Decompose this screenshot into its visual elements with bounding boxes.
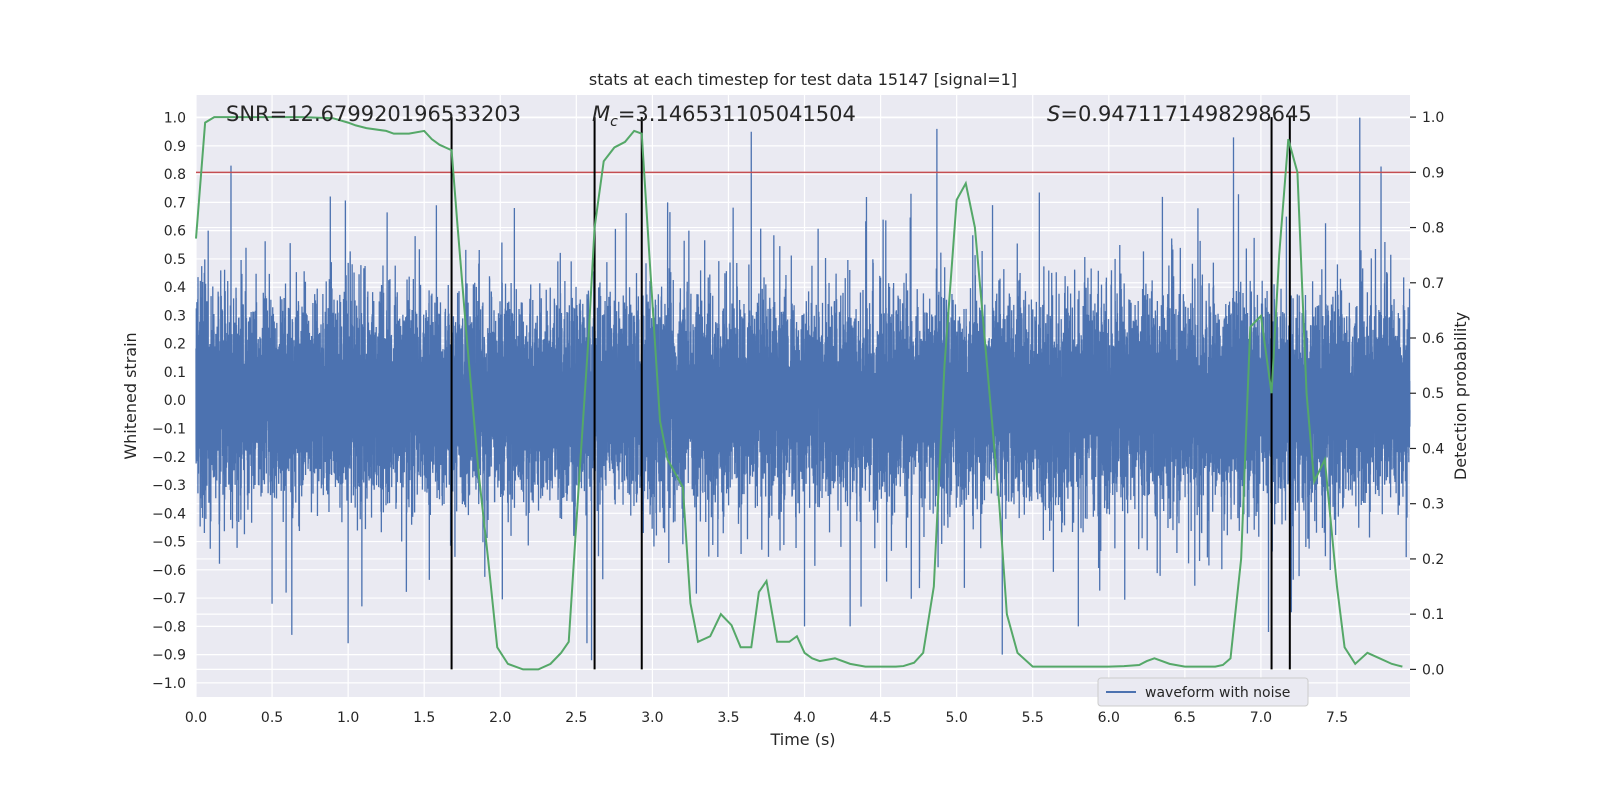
right-axis: 1.0 0.9 0.8 0.7 0.6 0.5 0.4 0.3 0.2 0.1 0.0 [1410,110,1444,678]
right-tick-label: 0.5 [1422,386,1444,402]
left-tick-label: 0.2 [164,337,186,353]
left-tick-label: −0.6 [152,563,186,579]
right-tick-label: 0.3 [1422,497,1444,513]
left-tick-label: −0.8 [152,619,186,635]
left-tick-label: −0.5 [152,535,186,551]
x-axis: 0.0 0.5 1.0 1.5 2.0 2.5 3.0 3.5 4.0 4.5 5.0 5.5 6.0 6… [185,710,1348,726]
x-axis-label: Time (s) [769,730,835,749]
left-tick-label: 0.8 [164,167,186,183]
x-tick-label: 3.5 [717,710,739,726]
right-tick-label: 0.7 [1422,276,1444,292]
s-annotation: S=0.9471171498298645 [1047,102,1312,126]
right-axis-label: Detection probability [1451,312,1470,480]
chart-title: stats at each timestep for test data 151… [589,70,1017,89]
left-tick-label: −0.9 [152,648,186,664]
right-tick-label: 0.9 [1422,165,1444,181]
x-tick-label: 1.0 [337,710,359,726]
x-tick-label: 5.0 [946,710,968,726]
x-tick-label: 6.0 [1098,710,1120,726]
left-tick-label: 1.0 [164,111,186,127]
strain-line [195,117,1411,661]
mc-value: =3.146531105041504 [618,102,856,126]
right-tick-label: 0.8 [1422,221,1444,237]
right-tick-label: 0.2 [1422,552,1444,568]
probability-line [195,116,1403,671]
right-tick-label: 1.0 [1422,110,1444,126]
mc-symbol: M [592,102,610,126]
left-tick-label: 0.1 [164,365,186,381]
x-tick-label: 1.5 [413,710,435,726]
legend: waveform with noise [1097,677,1309,707]
left-tick-label: −0.1 [152,422,186,438]
legend-label: waveform with noise [1145,685,1290,701]
snr-annotation: SNR=12.679920196533203 [226,102,521,126]
legend-box [1097,677,1309,707]
left-tick-label: 0.4 [164,280,186,296]
left-tick-label: −0.4 [152,506,186,522]
x-tick-label: 4.5 [869,710,891,726]
x-tick-label: 7.0 [1250,710,1272,726]
left-tick-label: 0.6 [164,224,186,240]
x-tick-label: 5.5 [1022,710,1044,726]
x-tick-label: 0.0 [185,710,207,726]
left-tick-label: −0.7 [152,591,186,607]
probability-series [195,116,1403,671]
right-tick-label: 0.4 [1422,441,1444,457]
left-tick-label: 0.9 [164,139,186,155]
chirp-mass-annotation: Mc=3.146531105041504 [592,102,856,130]
left-axis: 1.0 0.9 0.8 0.7 0.6 0.5 0.4 0.3 0.2 0.1 0.0 −0.1 −0.… [152,111,186,692]
x-tick-label: 3.0 [641,710,663,726]
s-value: =0.9471171498298645 [1060,102,1311,126]
mc-subscript: c [610,114,618,130]
left-tick-label: −0.3 [152,478,186,494]
right-tick-label: 0.0 [1422,662,1444,678]
x-tick-label: 0.5 [261,710,283,726]
right-tick-label: 0.1 [1422,607,1444,623]
x-tick-label: 4.0 [793,710,815,726]
s-symbol: S [1047,102,1060,126]
x-tick-label: 2.0 [489,710,511,726]
left-tick-label: 0.0 [164,393,186,409]
left-tick-label: 0.7 [164,195,186,211]
x-tick-label: 2.5 [565,710,587,726]
left-tick-label: 0.3 [164,308,186,324]
x-tick-label: 7.5 [1326,710,1348,726]
x-tick-label: 6.5 [1174,710,1196,726]
left-tick-label: −0.2 [152,450,186,466]
left-tick-label: 0.5 [164,252,186,268]
strain-series [195,117,1411,661]
left-axis-label: Whitened strain [121,332,140,459]
right-tick-label: 0.6 [1422,331,1444,347]
left-tick-label: −1.0 [152,676,186,692]
